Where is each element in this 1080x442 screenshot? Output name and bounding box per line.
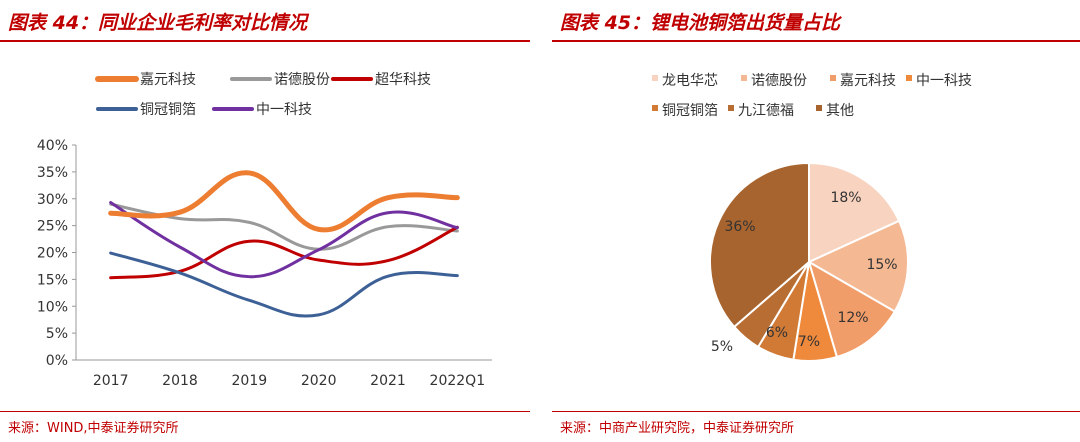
- legend-label: 铜冠铜箔: [662, 103, 718, 119]
- title-rule: [552, 40, 1080, 42]
- legend-swatch: [830, 75, 836, 81]
- figure-source: 来源：WIND,中泰证券研究所: [8, 421, 179, 436]
- x-tick-label: 2022Q1: [430, 373, 486, 389]
- y-tick-label: 10%: [37, 299, 68, 315]
- title-rule: [0, 40, 530, 42]
- legend-swatch: [652, 75, 658, 81]
- y-tick-label: 40%: [37, 138, 68, 154]
- figure-source: 来源：中商产业研究院，中泰证券研究所: [560, 421, 795, 436]
- legend-label: 中一科技: [916, 73, 972, 89]
- legend-swatch: [652, 105, 658, 111]
- y-tick-label: 25%: [37, 219, 68, 235]
- series-line-2: [109, 202, 459, 251]
- x-tick-label: 2017: [93, 373, 129, 389]
- y-tick-label: 30%: [37, 192, 68, 208]
- y-tick-label: 5%: [46, 326, 68, 342]
- y-tick-label: 15%: [37, 272, 68, 288]
- legend-label: 九江德福: [738, 103, 794, 119]
- legend-swatch: [816, 105, 822, 111]
- pie-slice: [806, 219, 909, 313]
- series-line-1: [108, 170, 460, 233]
- pie-data-label: 36%: [724, 219, 755, 235]
- legend-label: 诺德股份: [274, 72, 330, 88]
- x-tick-label: 2018: [162, 373, 198, 389]
- pie-chart-panel: 图表 45：锂电池铜箔出货量占比 龙电华芯 诺德股份 嘉元科技 中一科技铜冠铜箔 九江德…: [552, 0, 1080, 442]
- y-tick-label: 0%: [46, 353, 68, 369]
- series-line-4: [109, 251, 459, 318]
- series-line-3: [109, 225, 459, 280]
- line-chart: 0% 5% 10% 15% 20% 25% 30% 35% 40% 2017 2018 2019 202…: [37, 72, 492, 389]
- legend-label: 嘉元科技: [840, 73, 896, 89]
- legend-label: 铜冠铜箔: [140, 102, 196, 118]
- pie-data-label: 15%: [866, 257, 897, 273]
- figure-title: 图表 45：锂电池铜箔出货量占比: [560, 12, 841, 34]
- legend-label: 龙电华芯: [662, 73, 718, 89]
- x-tick-label: 2021: [370, 373, 406, 389]
- y-tick-label: 20%: [37, 246, 68, 262]
- legend-label: 其他: [826, 103, 854, 119]
- legend-label: 嘉元科技: [140, 72, 196, 88]
- pie-data-label: 5%: [711, 339, 733, 355]
- legend-swatch: [741, 75, 747, 81]
- pie-slice: [808, 161, 901, 264]
- source-rule: [552, 411, 1080, 412]
- legend-label: 中一科技: [256, 102, 312, 118]
- x-tick-label: 2019: [232, 373, 268, 389]
- figure-title: 图表 44：同业企业毛利率对比情况: [8, 12, 308, 34]
- series-line-5: [109, 201, 459, 279]
- pie-slice: [709, 161, 810, 329]
- pie-data-label: 18%: [830, 190, 861, 206]
- source-rule: [0, 411, 530, 412]
- legend-swatch: [728, 105, 734, 111]
- legend-label: 诺德股份: [751, 73, 807, 89]
- pie-data-label: 7%: [798, 334, 820, 350]
- pie-data-label: 6%: [766, 325, 788, 341]
- y-tick-label: 35%: [37, 165, 68, 181]
- line-chart-panel: 图表 44：同业企业毛利率对比情况 0% 5% 10% 15% 20% 25% 30% 35%…: [0, 0, 530, 442]
- x-tick-label: 2020: [301, 373, 337, 389]
- pie-data-label: 12%: [837, 310, 868, 326]
- legend-label: 超华科技: [375, 72, 431, 88]
- legend-swatch: [906, 75, 912, 81]
